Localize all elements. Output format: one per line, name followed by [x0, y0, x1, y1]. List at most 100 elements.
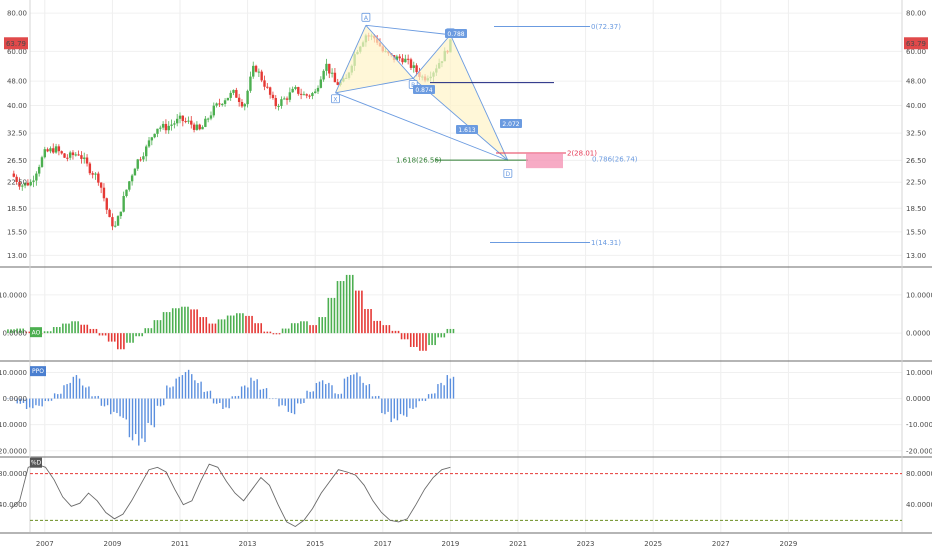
ppo-bar	[19, 398, 22, 404]
stoch-tick-right: 80.0000	[906, 470, 932, 478]
ppo-bar	[28, 398, 31, 408]
ppo-bar	[393, 398, 396, 419]
ppo-bar	[187, 369, 190, 399]
ppo-bar	[259, 389, 262, 399]
candle-body	[195, 124, 199, 130]
ao-bar	[104, 333, 107, 336]
pane-borders	[0, 0, 932, 534]
ppo-bar	[119, 398, 121, 417]
ppo-bar	[215, 398, 218, 404]
ppo-bar	[228, 398, 230, 409]
candle-body	[308, 95, 311, 97]
ao-bar	[208, 323, 211, 334]
ao-bar	[205, 317, 208, 334]
ppo-bar	[340, 393, 343, 399]
ppo-bar	[343, 378, 346, 399]
ao-bar	[71, 321, 73, 334]
ao-bar	[434, 333, 436, 346]
candle-body	[102, 187, 106, 199]
ppo-bar	[437, 384, 439, 399]
ao-bar	[196, 309, 198, 334]
ao-bar	[416, 333, 418, 347]
ppo-bar	[312, 391, 314, 399]
ao-bar	[80, 324, 82, 334]
price-tick-right: 15.50	[906, 228, 926, 236]
candle-body	[43, 149, 46, 158]
price-tick-left: 80.00	[7, 10, 27, 18]
candle-body	[406, 58, 410, 60]
candle-body	[54, 146, 58, 153]
ppo-bar	[35, 398, 37, 406]
ppo-bar	[234, 396, 237, 399]
ppo-bar	[231, 396, 233, 399]
candle-body	[77, 154, 80, 156]
ppo-bar	[374, 396, 377, 399]
ratio-label-box	[456, 125, 478, 134]
stoch-bands	[30, 473, 902, 521]
candle-body	[15, 176, 18, 182]
candle-body	[299, 93, 303, 95]
ratio-label-box	[445, 29, 467, 38]
ppo-bar	[250, 377, 252, 399]
candle-body	[167, 125, 170, 131]
ao-bar	[287, 328, 290, 334]
candle-body	[29, 181, 32, 186]
candle-body	[221, 103, 224, 105]
ppo-bar	[356, 372, 358, 399]
ppo-bar	[421, 398, 424, 401]
time-axis: 2007 2009 2011 2013 2015 2017 2019 2021 2023 2025…	[36, 540, 797, 548]
ao-bar	[293, 323, 296, 334]
ao-right-axis: 10.0000 0.0000	[906, 291, 932, 337]
price-tick-left: 26.50	[7, 157, 27, 165]
ppo-bar	[7, 398, 9, 400]
x-tick-label: 2007	[36, 540, 54, 548]
candle-body	[215, 103, 218, 106]
ppo-bar	[262, 388, 265, 399]
ao-bar	[52, 327, 55, 334]
ao-bar	[355, 290, 357, 334]
ppo-bar	[281, 398, 283, 406]
stoch-left-axis: 80.0000 40.0000 %D	[0, 457, 42, 509]
ppo-bar	[306, 390, 308, 399]
candle-body	[325, 63, 328, 71]
leg-ab	[365, 24, 414, 79]
ppo-bar	[415, 398, 417, 408]
ao-bar	[28, 331, 31, 334]
ao-bar	[446, 328, 449, 334]
candle-body	[136, 159, 139, 169]
level-0786-label: 0.786(26.74)	[592, 156, 638, 164]
ao-bar	[269, 331, 272, 334]
ppo-bar	[169, 387, 171, 399]
ao-bar	[373, 320, 375, 334]
ppo-bar	[172, 386, 174, 399]
candle-body	[218, 103, 221, 105]
ao-bar	[174, 308, 177, 334]
ppo-bar	[153, 398, 156, 428]
ppo-bar	[212, 398, 215, 404]
current-price-right: 63.79	[906, 40, 926, 48]
ao-label: AO	[32, 330, 41, 337]
ppo-bar	[122, 398, 124, 418]
ratio-label: 2.072	[502, 121, 519, 128]
ao-bar	[336, 281, 339, 334]
ao-bar	[144, 328, 147, 334]
candle-body	[173, 123, 176, 125]
ao-bar	[409, 333, 412, 347]
candle-body	[156, 128, 159, 134]
stoch-tick-left: 40.0000	[0, 501, 27, 509]
ppo-bar	[97, 395, 99, 399]
candle-body	[57, 146, 61, 152]
current-price-left: 63.79	[6, 40, 26, 48]
ppo-bar	[10, 398, 12, 400]
candle-body	[314, 91, 317, 94]
ao-bar	[46, 331, 49, 334]
candle-body	[71, 152, 75, 156]
ao-bar	[229, 315, 232, 334]
xab-triangle	[335, 25, 414, 93]
x-tick-label: 2025	[644, 540, 662, 548]
ao-bar	[351, 274, 354, 334]
candle-body	[398, 56, 401, 59]
ao-bar	[68, 323, 70, 334]
price-tick-right: 22.50	[906, 179, 926, 187]
